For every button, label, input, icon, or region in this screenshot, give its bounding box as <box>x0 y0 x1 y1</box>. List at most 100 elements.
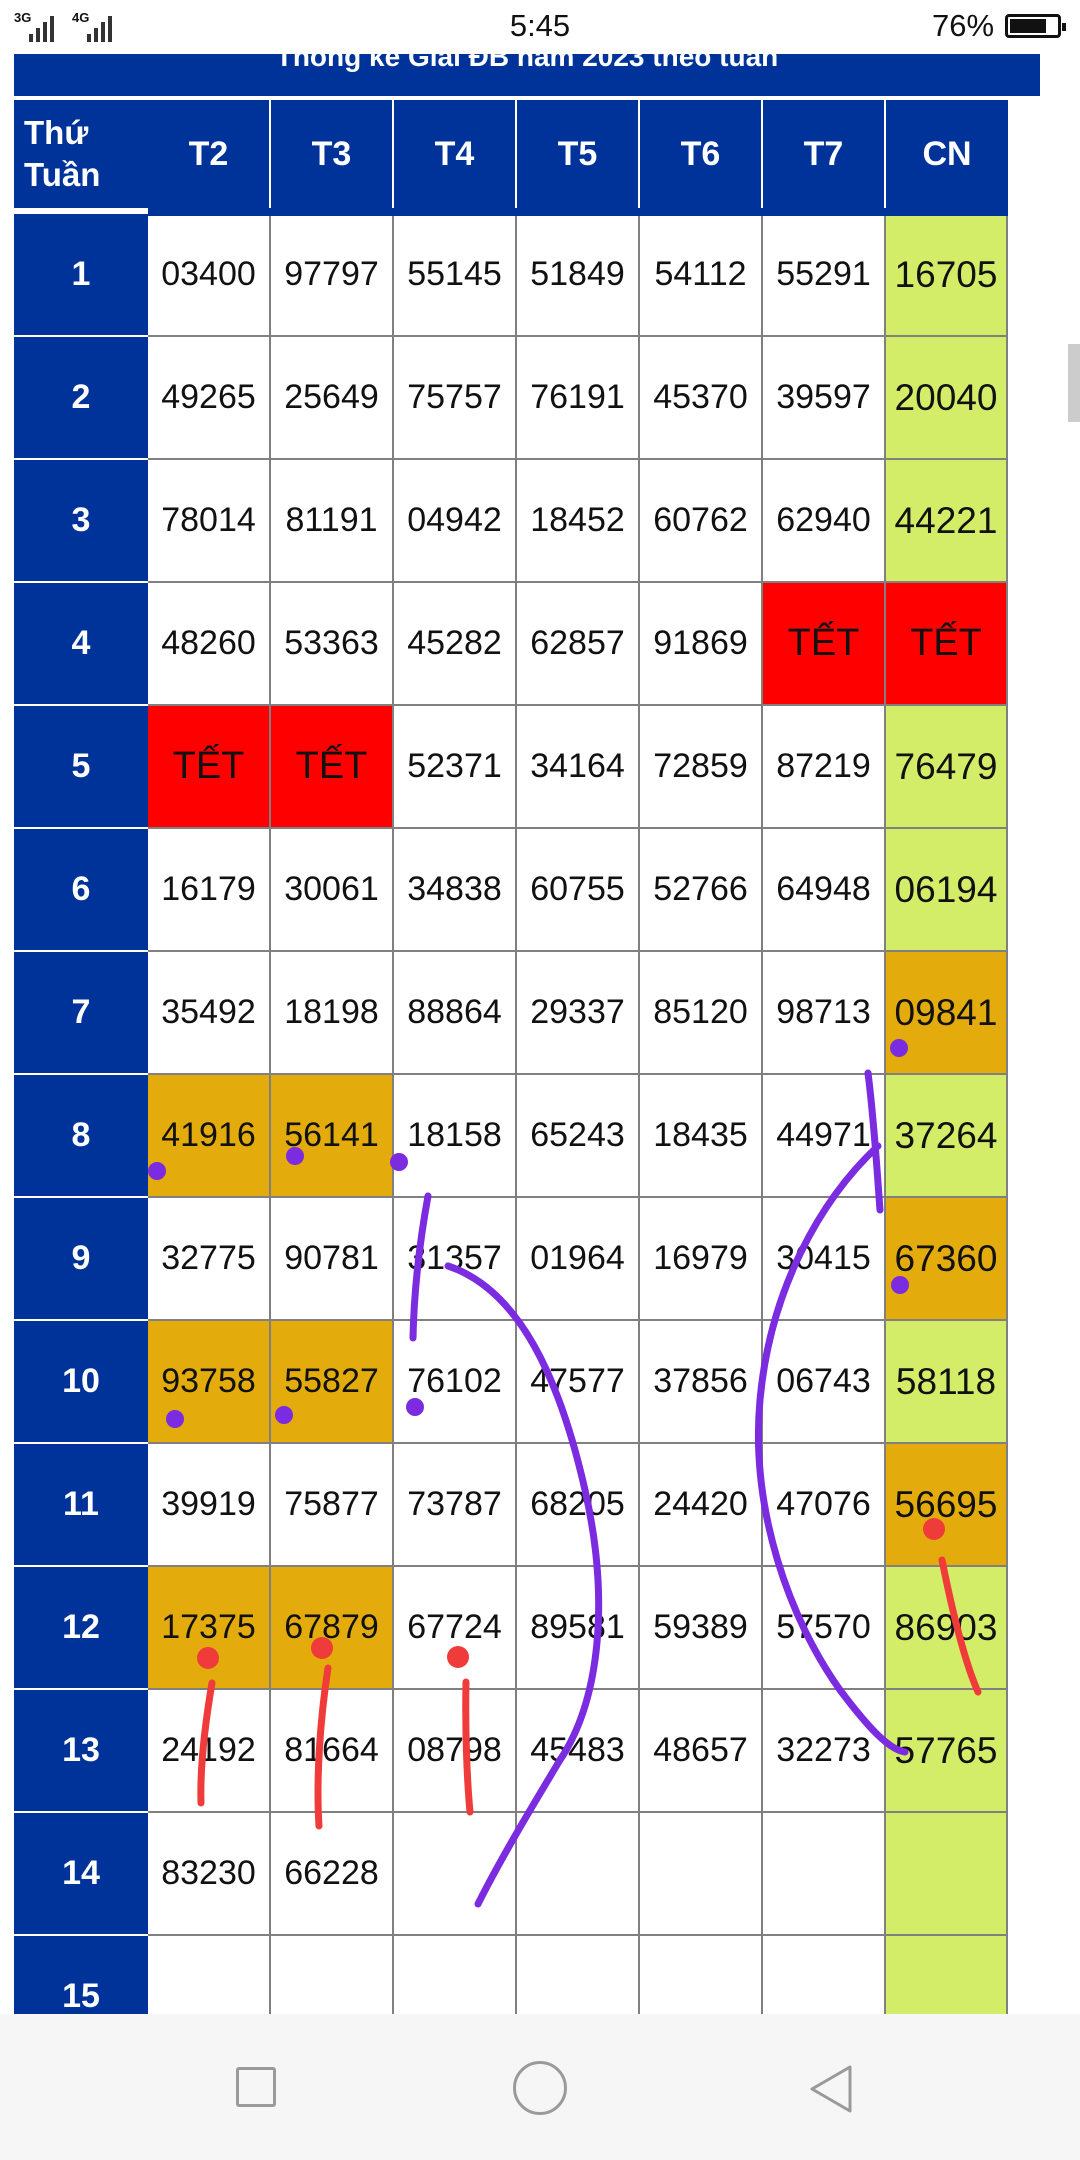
table-cell: 17375 <box>148 1567 271 1690</box>
table-cell: 06194 <box>886 829 1008 952</box>
table-cell: 66228 <box>271 1813 394 1936</box>
annotation-dot <box>286 1147 304 1165</box>
week-number: 9 <box>14 1198 148 1321</box>
table-cell: 16705 <box>886 214 1008 337</box>
table-cell: 44221 <box>886 460 1008 583</box>
table-cell: 76479 <box>886 706 1008 829</box>
table-cell: 16179 <box>148 829 271 952</box>
column-header: T3 <box>271 100 394 208</box>
triangle-back-icon[interactable] <box>806 2063 854 2115</box>
table-cell: 88864 <box>394 952 517 1075</box>
table-cell: 45370 <box>640 337 763 460</box>
battery-percent: 76% <box>932 8 995 43</box>
table-cell: 93758 <box>148 1321 271 1444</box>
corner-header: Thứ Tuần <box>14 100 148 208</box>
table-cell: 39597 <box>763 337 886 460</box>
tet-cell: TẾT <box>763 583 886 706</box>
week-number: 11 <box>14 1444 148 1567</box>
table-cell: 67724 <box>394 1567 517 1690</box>
table-cell: 89581 <box>517 1567 640 1690</box>
annotation-dots-red <box>197 1518 945 1669</box>
table-cell: 55291 <box>763 214 886 337</box>
table-cell: 90781 <box>271 1198 394 1321</box>
week-number: 1 <box>14 214 148 337</box>
table-cell: 98713 <box>763 952 886 1075</box>
table-cell: 62857 <box>517 583 640 706</box>
annotation-stroke <box>938 1556 982 1696</box>
table-cell: 87219 <box>763 706 886 829</box>
table-cell: 03400 <box>148 214 271 337</box>
table-cell: 76102 <box>394 1321 517 1444</box>
table-cell: 75877 <box>271 1444 394 1567</box>
table-cell: 97797 <box>271 214 394 337</box>
annotation-dot <box>406 1398 424 1416</box>
week-number: 2 <box>14 337 148 460</box>
annotation-dot <box>390 1153 408 1171</box>
column-header: T6 <box>640 100 763 208</box>
header-underline <box>148 208 1008 216</box>
table-cell: 47577 <box>517 1321 640 1444</box>
battery-icon <box>1005 14 1066 38</box>
table-title: Thống kê Giải ĐB năm 2023 theo tuần <box>14 54 1040 96</box>
table-cell: 51849 <box>517 214 640 337</box>
week-number: 13 <box>14 1690 148 1813</box>
table-cell: 68205 <box>517 1444 640 1567</box>
table-cell: 01964 <box>517 1198 640 1321</box>
annotation-stroke <box>864 1069 884 1214</box>
week-number: 6 <box>14 829 148 952</box>
table-cell: 56141 <box>271 1075 394 1198</box>
table-cell: 49265 <box>148 337 271 460</box>
annotation-dot <box>890 1039 908 1057</box>
table-cell: 29337 <box>517 952 640 1075</box>
column-header: T7 <box>763 100 886 208</box>
table-cell: 67360 <box>886 1198 1008 1321</box>
table-cell: 08798 <box>394 1690 517 1813</box>
table-cell: 85120 <box>640 952 763 1075</box>
table-cell: 32775 <box>148 1198 271 1321</box>
table-cell: 44971 <box>763 1075 886 1198</box>
annotation-dots-purple <box>148 1039 909 1428</box>
week-number: 4 <box>14 583 148 706</box>
week-number: 7 <box>14 952 148 1075</box>
table-cell: 62940 <box>763 460 886 583</box>
status-time: 5:45 <box>509 8 571 43</box>
table-cell: 37856 <box>640 1321 763 1444</box>
week-number: 8 <box>14 1075 148 1198</box>
table-cell: 39919 <box>148 1444 271 1567</box>
square-overview-icon[interactable] <box>236 2067 276 2107</box>
table-cell: 81191 <box>271 460 394 583</box>
network-label-4g: 4G <box>72 10 90 25</box>
corner-divider <box>14 208 148 212</box>
column-header: CN <box>886 100 1008 208</box>
table-cell <box>640 1813 763 1936</box>
table-cell: 65243 <box>517 1075 640 1198</box>
corner-label-day: Thứ <box>24 114 89 151</box>
table-cell: 91869 <box>640 583 763 706</box>
annotation-dot <box>166 1410 184 1428</box>
table-cell <box>517 1813 640 1936</box>
table-cell: 48260 <box>148 583 271 706</box>
table-cell: 18452 <box>517 460 640 583</box>
week-number: 14 <box>14 1813 148 1936</box>
table-cell <box>763 1813 886 1936</box>
table-cell: 18158 <box>394 1075 517 1198</box>
table-cell: 09841 <box>886 952 1008 1075</box>
table-cell: 20040 <box>886 337 1008 460</box>
table-cell: 55145 <box>394 214 517 337</box>
annotation-layer <box>148 1039 982 1908</box>
week-number: 5 <box>14 706 148 829</box>
circle-home-icon[interactable] <box>513 2061 567 2115</box>
tet-cell: TẾT <box>148 706 271 829</box>
column-header: T4 <box>394 100 517 208</box>
annotation-stroke <box>444 1262 603 1908</box>
annotation-stroke <box>462 1678 474 1816</box>
table-cell: 34838 <box>394 829 517 952</box>
signal-3g-icon: 3G <box>14 10 54 42</box>
annotation-stroke <box>754 1142 909 1756</box>
table-cell: 67879 <box>271 1567 394 1690</box>
column-header: T5 <box>517 100 640 208</box>
page-scrollbar[interactable] <box>1068 344 1080 422</box>
table-cell: 34164 <box>517 706 640 829</box>
table-cell: 52766 <box>640 829 763 952</box>
table-cell: 45483 <box>517 1690 640 1813</box>
